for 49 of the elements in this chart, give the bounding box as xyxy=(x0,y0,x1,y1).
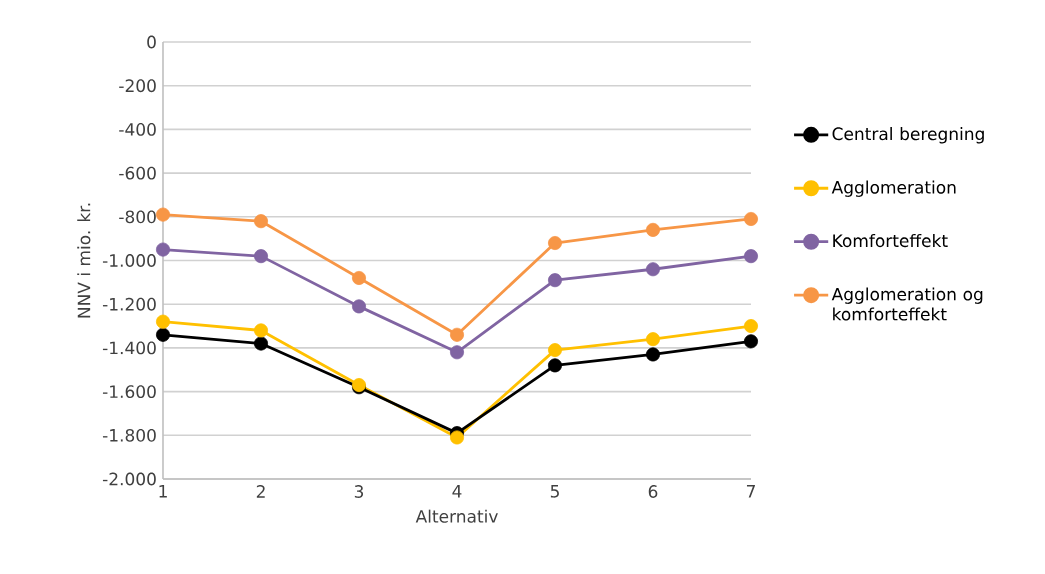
point xyxy=(646,222,660,237)
point xyxy=(548,236,562,251)
point xyxy=(156,314,170,329)
point xyxy=(156,242,170,257)
y-tick-label: 0 xyxy=(147,35,156,49)
point xyxy=(743,249,758,264)
point xyxy=(646,332,660,347)
legend-label: Central beregning xyxy=(832,127,984,144)
y-tick-label: -2.000 xyxy=(102,472,156,486)
point xyxy=(254,214,268,229)
y-tick-label: -1.200 xyxy=(102,297,156,311)
y-tick-label: -800 xyxy=(119,210,156,224)
y-axis-title: NNV i mio. kr. xyxy=(77,203,91,318)
x-tick-label: 1 xyxy=(159,485,167,498)
legend-label: Agglomeration og komforteffekt xyxy=(831,287,983,321)
point xyxy=(450,327,464,342)
legend-label: Agglomeration xyxy=(831,180,956,197)
point xyxy=(156,207,170,222)
y-tick-label: -1.400 xyxy=(102,341,156,355)
point xyxy=(156,327,170,342)
x-axis-title: Alternativ xyxy=(415,509,498,523)
y-tick-label: -1.800 xyxy=(102,428,156,442)
point xyxy=(352,299,366,314)
point xyxy=(450,345,464,360)
x-tick-label: 7 xyxy=(746,485,755,498)
y-tick-label: -1.600 xyxy=(102,385,156,399)
x-tick-label: 4 xyxy=(452,485,462,498)
point xyxy=(254,249,268,264)
point xyxy=(646,347,660,362)
x-tick-label: 6 xyxy=(648,485,658,498)
point xyxy=(352,270,366,285)
y-tick-label: -1.000 xyxy=(102,254,156,267)
point xyxy=(743,319,758,334)
y-tick-label: -200 xyxy=(119,79,156,93)
point xyxy=(548,343,562,358)
point xyxy=(254,323,268,338)
legend-label: Komforteffekt xyxy=(833,233,948,248)
y-tick-label: -400 xyxy=(119,122,156,136)
point xyxy=(743,334,758,349)
point xyxy=(646,262,660,277)
x-tick-label: 2 xyxy=(256,485,265,498)
point xyxy=(548,273,562,288)
point xyxy=(450,430,464,445)
point xyxy=(743,211,758,226)
point xyxy=(254,336,268,351)
point xyxy=(548,358,562,373)
x-tick-label: 5 xyxy=(550,485,559,498)
y-tick-label: -600 xyxy=(119,166,156,180)
x-tick-label: 3 xyxy=(354,485,364,498)
